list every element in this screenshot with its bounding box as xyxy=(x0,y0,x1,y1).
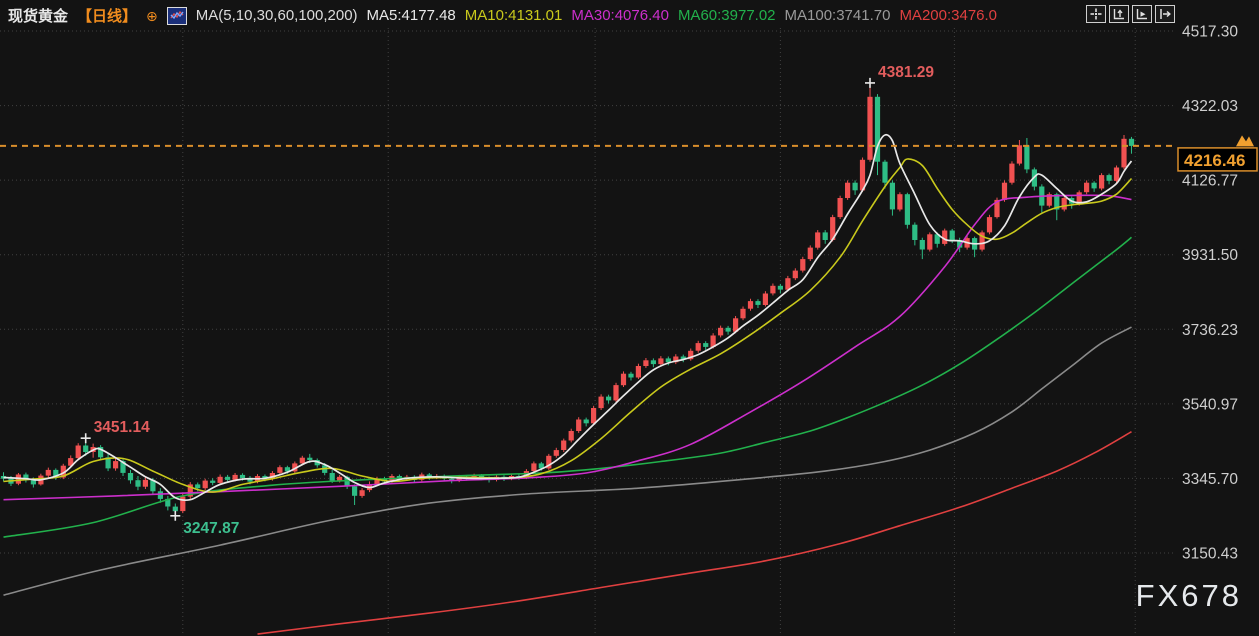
extreme-price-label: 3247.87 xyxy=(183,520,239,537)
latest-price-marker-icon xyxy=(1236,135,1254,147)
legend-ma30: MA30:4076.40 xyxy=(571,7,669,24)
extreme-cross-marker xyxy=(865,77,875,88)
chart-header: 现货黄金 【日线】 ⊕ MA(5,10,30,60,100,200) MA5:4… xyxy=(8,5,997,26)
add-circle-icon[interactable]: ⊕ xyxy=(146,7,158,24)
ma-line-ma5 xyxy=(3,133,1133,502)
current-price-line: 4216.46 xyxy=(0,135,1258,172)
ma-line-ma100 xyxy=(3,326,1132,596)
pan-move-button[interactable] xyxy=(1086,5,1106,23)
legend-ma100: MA100:3741.70 xyxy=(784,7,891,24)
y-axis-labels[interactable]: 4517.30 4322.03 4126.77 3931.50 3736.23 3540.… xyxy=(1182,24,1238,563)
y-axis-tick-label: 4126.77 xyxy=(1182,173,1238,190)
symbol-name: 现货黄金 xyxy=(8,8,69,25)
extreme-price-label: 3451.14 xyxy=(94,419,150,436)
ma-line-ma60 xyxy=(3,236,1133,538)
y-axis-tick-label: 4322.03 xyxy=(1182,98,1238,115)
y-axis-tick-label: 4517.30 xyxy=(1182,24,1238,41)
y-axis-tick-label: 3540.97 xyxy=(1182,396,1238,413)
ma-line-ma30 xyxy=(3,194,1132,501)
chart-toolbar xyxy=(1086,5,1175,23)
axis-scale-up-button[interactable] xyxy=(1109,5,1129,23)
extreme-price-label: 4381.29 xyxy=(878,64,934,81)
legend-ma5: MA5:4177.48 xyxy=(366,7,456,24)
timeframe-label[interactable]: 【日线】 xyxy=(77,8,138,25)
ma-line-ma200 xyxy=(257,431,1132,635)
legend-ma200: MA200:3476.0 xyxy=(899,7,998,24)
extreme-cross-marker xyxy=(170,510,181,521)
indicator-chart-icon[interactable] xyxy=(166,6,187,25)
exit-right-button[interactable] xyxy=(1155,5,1175,23)
extreme-cross-marker xyxy=(80,433,91,444)
y-axis-tick-label: 3736.23 xyxy=(1182,322,1238,339)
ma-line-ma10 xyxy=(3,158,1133,493)
axis-play-button[interactable] xyxy=(1132,5,1152,23)
legend-ma60: MA60:3977.02 xyxy=(677,7,776,24)
gridlines xyxy=(0,28,1175,636)
current-price-tag xyxy=(1177,147,1258,172)
y-axis-tick-label: 3931.50 xyxy=(1182,247,1238,264)
watermark: FX678 xyxy=(1135,578,1242,613)
annotations-layer: 3451.14 3247.87 4381.29 xyxy=(80,64,934,537)
legend-ma10: MA10:4131.01 xyxy=(464,7,563,24)
ma-params-label: MA(5,10,30,60,100,200) xyxy=(195,7,358,24)
ma-lines-layer xyxy=(3,133,1133,635)
y-axis-tick-label: 3345.70 xyxy=(1182,471,1238,488)
current-price-value: 4216.46 xyxy=(1184,151,1245,170)
candles-layer xyxy=(0,82,1135,516)
y-axis-tick-label: 3150.43 xyxy=(1182,546,1238,563)
